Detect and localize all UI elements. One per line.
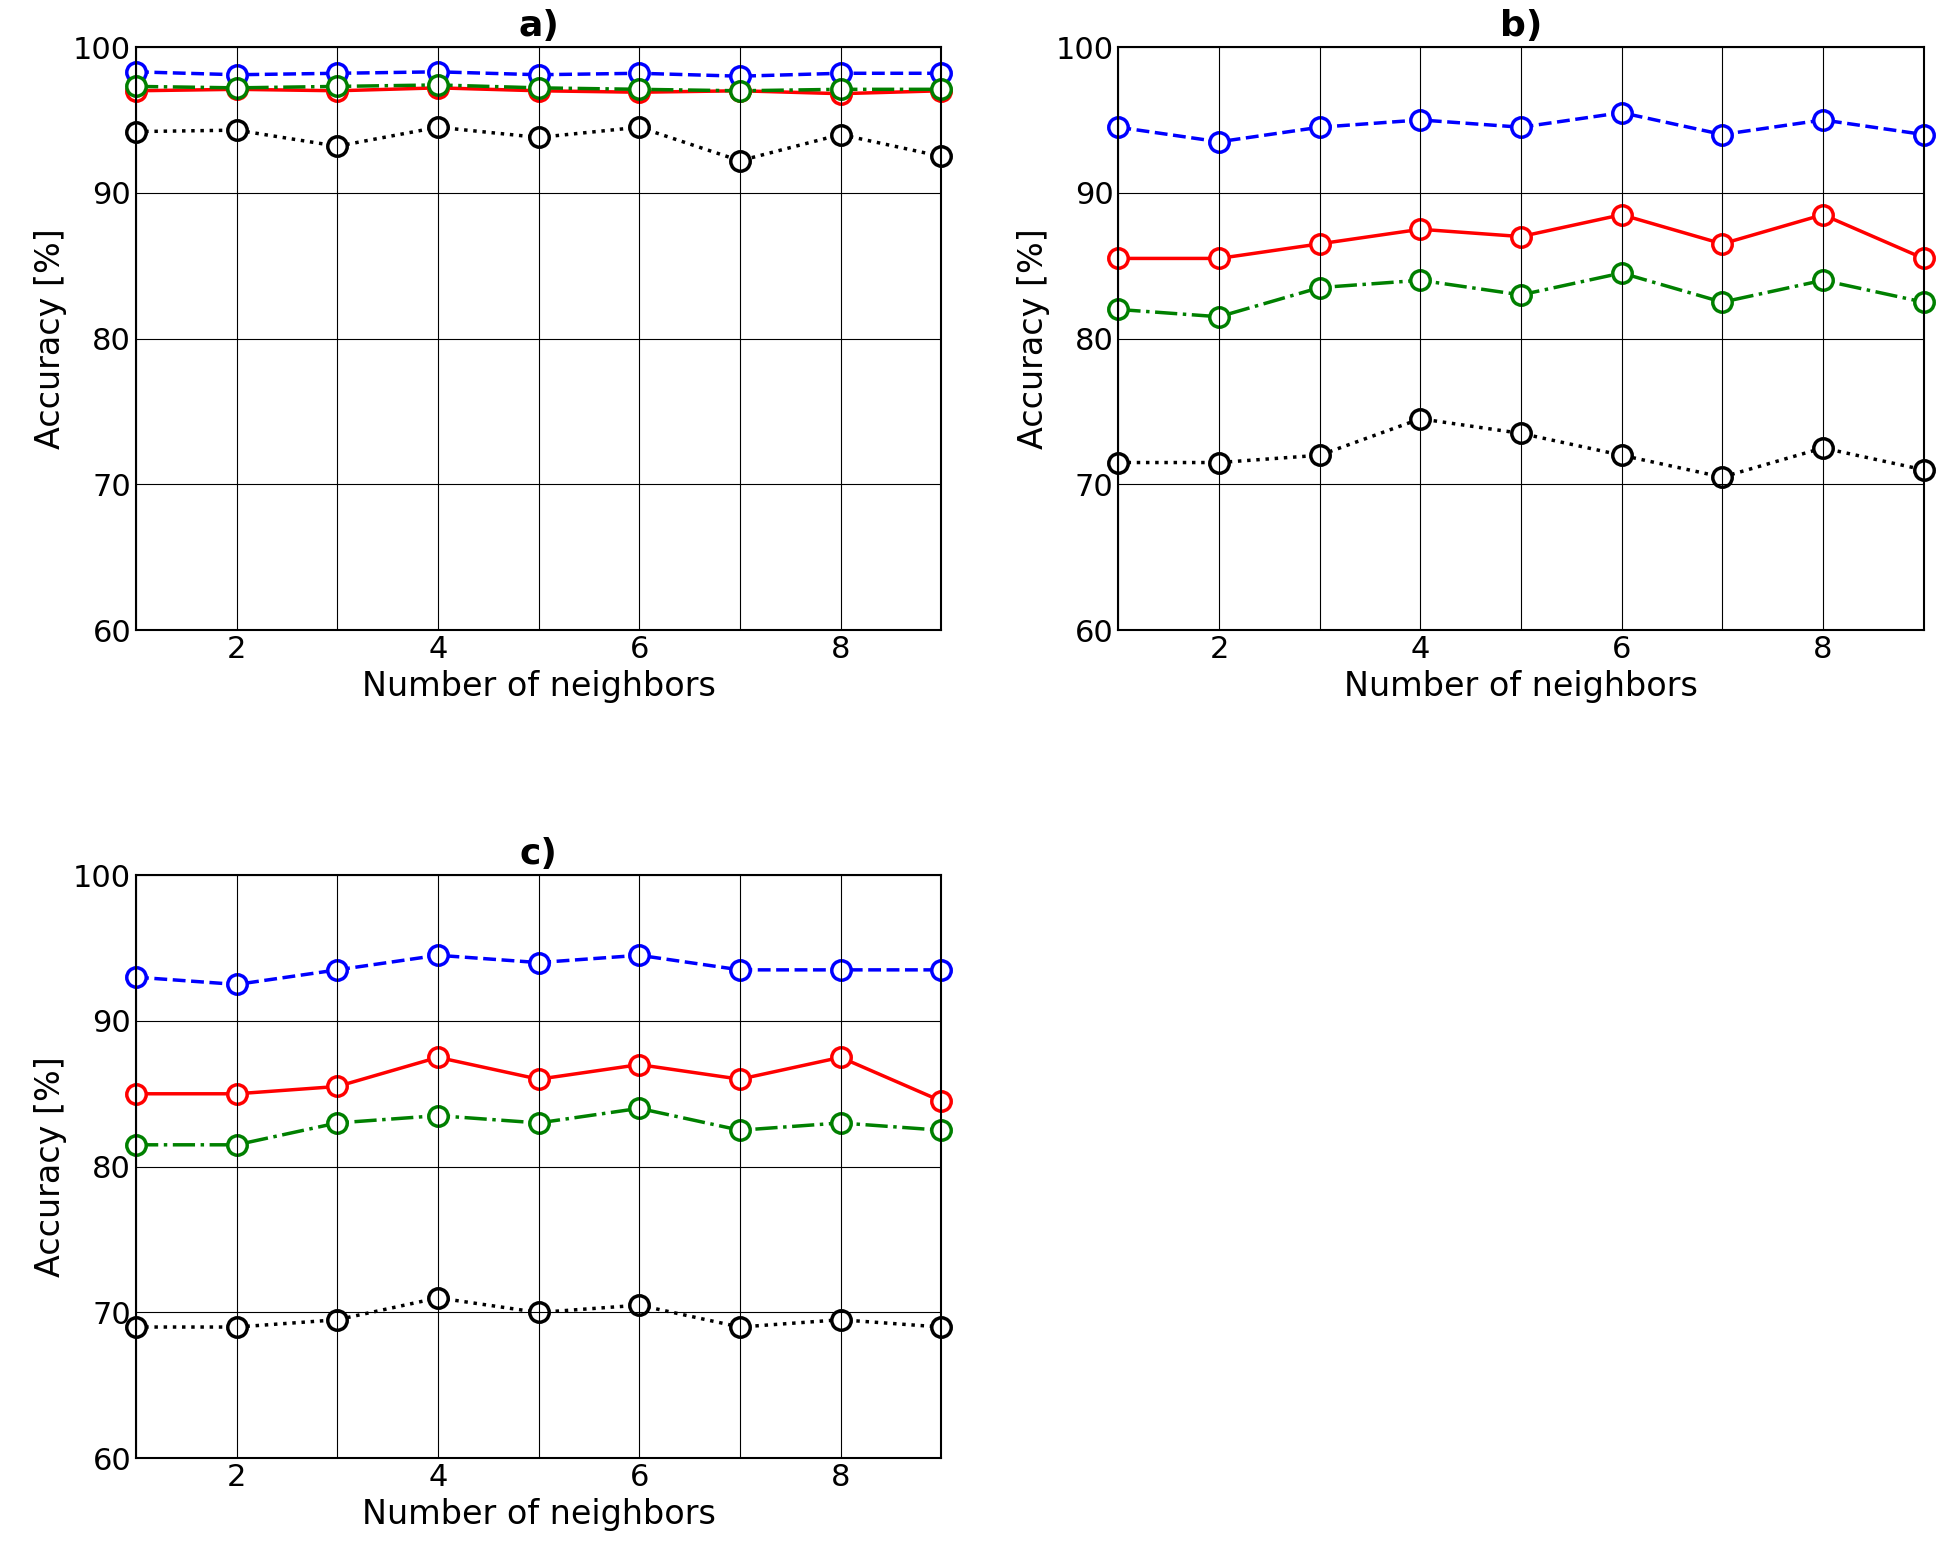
Title: c): c)	[519, 837, 558, 870]
Title: a): a)	[519, 9, 560, 42]
Y-axis label: Accuracy [%]: Accuracy [%]	[35, 229, 68, 448]
Y-axis label: Accuracy [%]: Accuracy [%]	[1016, 229, 1049, 448]
Y-axis label: Accuracy [%]: Accuracy [%]	[35, 1057, 68, 1276]
Title: b): b)	[1500, 9, 1543, 42]
X-axis label: Number of neighbors: Number of neighbors	[1345, 670, 1698, 702]
X-axis label: Number of neighbors: Number of neighbors	[361, 1497, 715, 1530]
X-axis label: Number of neighbors: Number of neighbors	[361, 670, 715, 702]
